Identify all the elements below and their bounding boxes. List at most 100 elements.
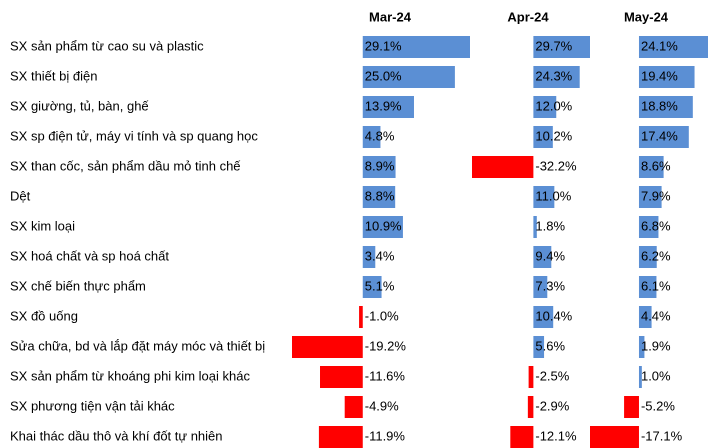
value-label: 29.1% xyxy=(365,38,402,53)
category-label: SX sản phẩm từ cao su và plastic xyxy=(10,38,204,53)
bar xyxy=(533,96,557,118)
category-label: SX đồ uống xyxy=(10,308,78,323)
category-label: SX phương tiện vận tải khác xyxy=(10,398,175,413)
category-label: SX than cốc, sản phẩm dầu mỏ tinh chế xyxy=(10,158,241,173)
bar xyxy=(533,336,545,358)
value-label: 24.3% xyxy=(535,68,572,83)
bar xyxy=(533,246,552,268)
bar xyxy=(527,396,534,418)
bar xyxy=(533,186,555,208)
value-label: 12.0% xyxy=(535,98,572,113)
bar xyxy=(318,426,363,448)
value-label: 17.4% xyxy=(641,128,678,143)
value-label: 7.3% xyxy=(535,278,565,293)
category-label: SX thiết bị điện xyxy=(10,68,97,83)
value-label: -2.9% xyxy=(535,398,569,413)
value-label: 7.9% xyxy=(641,188,671,203)
value-label: -12.1% xyxy=(535,428,577,443)
value-label: 10.4% xyxy=(535,308,572,323)
bar xyxy=(638,66,695,88)
value-label: -32.2% xyxy=(535,158,577,173)
bar xyxy=(638,186,662,208)
bar xyxy=(510,426,534,448)
bar xyxy=(533,216,537,238)
bar xyxy=(362,216,403,238)
bar xyxy=(362,186,396,208)
bar xyxy=(359,306,363,328)
bar xyxy=(590,426,639,448)
category-label: SX hoá chất và sp hoá chất xyxy=(10,248,169,263)
bar xyxy=(638,336,645,358)
series-header: Apr-24 xyxy=(507,9,549,24)
bar xyxy=(638,216,659,238)
value-label: -17.1% xyxy=(641,428,683,443)
value-label: 13.9% xyxy=(365,98,402,113)
value-label: 18.8% xyxy=(641,98,678,113)
bar xyxy=(533,126,553,148)
value-label: 25.0% xyxy=(365,68,402,83)
bar xyxy=(638,306,652,328)
bar xyxy=(344,396,363,418)
bar xyxy=(362,246,376,268)
value-label: 8.6% xyxy=(641,158,671,173)
value-label: 29.7% xyxy=(535,38,572,53)
bar xyxy=(533,306,554,328)
bar xyxy=(362,96,414,118)
value-label: 6.2% xyxy=(641,248,671,263)
bar xyxy=(638,366,642,388)
category-label: SX chế biến thực phẩm xyxy=(10,278,146,293)
value-label: -19.2% xyxy=(365,338,407,353)
value-label: -1.0% xyxy=(365,308,399,323)
value-label: 6.8% xyxy=(641,218,671,233)
value-label: 5.1% xyxy=(365,278,395,293)
category-label: SX sản phẩm từ khoáng phi kim loại khác xyxy=(10,368,250,383)
value-label: 8.8% xyxy=(365,188,395,203)
bar xyxy=(362,126,381,148)
value-label: 6.1% xyxy=(641,278,671,293)
bar xyxy=(638,156,664,178)
category-label: Dệt xyxy=(10,188,31,203)
value-label: 10.9% xyxy=(365,218,402,233)
series-header: May-24 xyxy=(624,9,669,24)
value-label: -2.5% xyxy=(535,368,569,383)
bar xyxy=(533,276,548,298)
bar xyxy=(638,36,708,58)
category-label: Sửa chữa, bd và lắp đặt máy móc và thiết… xyxy=(10,338,265,353)
value-label: 11.0% xyxy=(535,188,571,203)
value-label: 19.4% xyxy=(641,68,678,83)
bar xyxy=(362,276,382,298)
bar xyxy=(472,156,534,178)
value-label: -4.9% xyxy=(365,398,399,413)
value-label: 1.8% xyxy=(535,218,565,233)
bar xyxy=(638,276,657,298)
bar xyxy=(638,126,689,148)
category-label: SX kim loại xyxy=(10,218,75,233)
category-label: SX sp điện tử, máy vi tính và sp quang h… xyxy=(10,128,258,143)
category-label: Khai thác dầu thô và khí đốt tự nhiên xyxy=(10,428,223,443)
value-label: -5.2% xyxy=(641,398,675,413)
bar xyxy=(533,66,580,88)
bar xyxy=(292,336,363,358)
value-label: 5.6% xyxy=(535,338,565,353)
bar xyxy=(638,246,657,268)
value-label: 8.9% xyxy=(365,158,395,173)
value-label: 24.1% xyxy=(641,38,678,53)
value-label: 1.9% xyxy=(641,338,671,353)
value-label: 9.4% xyxy=(535,248,565,263)
bar xyxy=(320,366,363,388)
value-label: 4.4% xyxy=(641,308,671,323)
value-label: -11.6% xyxy=(365,368,406,383)
value-label: 3.4% xyxy=(365,248,395,263)
bar xyxy=(624,396,639,418)
value-label: 1.0% xyxy=(641,368,671,383)
series-header: Mar-24 xyxy=(369,9,412,24)
bar xyxy=(362,36,470,58)
bar xyxy=(533,36,590,58)
bar xyxy=(528,366,534,388)
bar xyxy=(362,156,396,178)
value-label: 10.2% xyxy=(535,128,572,143)
category-label: SX giường, tủ, bàn, ghế xyxy=(10,98,149,113)
bar xyxy=(362,66,455,88)
bar xyxy=(638,96,693,118)
